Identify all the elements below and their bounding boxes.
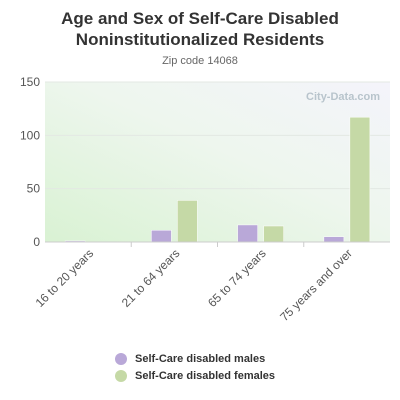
bar-males-2: [237, 224, 258, 243]
x-tick-label-2: 65 to 74 years: [205, 246, 269, 310]
bar-females-2: [263, 225, 284, 243]
plot-background: [45, 82, 390, 242]
chart-title-line-2: Noninstitutionalized Residents: [75, 30, 325, 49]
y-tick-label-0: 0: [33, 235, 40, 249]
chart-title: Age and Sex of Self-Care Disabled Nonins…: [0, 8, 400, 50]
bar-males-1: [151, 230, 172, 243]
bar-females-1: [177, 200, 198, 243]
legend-item-females: Self-Care disabled females: [115, 367, 275, 384]
legend-swatch-males: [115, 352, 127, 365]
x-tick-label-3: 75 years and over: [277, 246, 355, 324]
x-tick-label-1: 21 to 64 years: [119, 246, 183, 310]
legend-label-females: Self-Care disabled females: [135, 369, 276, 382]
watermark-text: City-Data.com: [306, 91, 380, 103]
y-tick-label-100: 100: [20, 128, 40, 142]
y-tick-label-150: 150: [20, 75, 40, 89]
x-tick-label-0: 16 to 20 years: [33, 246, 97, 310]
legend-swatch-females: [115, 369, 127, 382]
chart-legend: Self-Care disabled males Self-Care disab…: [115, 350, 275, 384]
chart-subtitle: Zip code 14068: [162, 55, 238, 67]
bar-males-3: [323, 236, 345, 243]
bar-females-3: [349, 116, 371, 243]
legend-item-males: Self-Care disabled males: [115, 350, 275, 367]
legend-label-males: Self-Care disabled males: [135, 352, 266, 365]
chart-title-line-1: Age and Sex of Self-Care Disabled: [61, 9, 339, 28]
y-tick-label-50: 50: [27, 182, 41, 196]
